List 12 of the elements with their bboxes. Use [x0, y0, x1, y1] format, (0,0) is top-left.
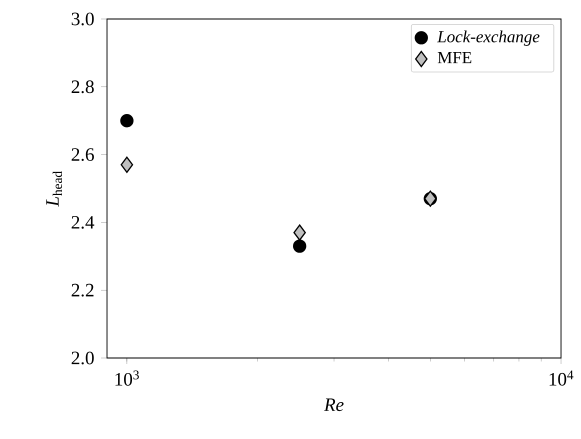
y-tick-label: 2.0: [72, 352, 94, 364]
y-tick-label: 2.2: [72, 284, 94, 297]
y-tick-label: 2.6: [72, 148, 94, 161]
legend-label: Lock-exchange: [437, 30, 540, 46]
x-tick-label: 10$^{3}$: [116, 370, 139, 386]
y-axis-title: L$_{head}$: [46, 171, 62, 207]
y-tick-label: 2.8: [72, 80, 94, 94]
x-tick-label: 10$^{4}$: [550, 370, 574, 386]
legend-label: MFE: [438, 52, 472, 64]
y-tick-label: 3.0: [72, 12, 94, 26]
y-tick-label: 2.4: [72, 216, 94, 229]
x-axis-title: Re: [324, 398, 344, 412]
